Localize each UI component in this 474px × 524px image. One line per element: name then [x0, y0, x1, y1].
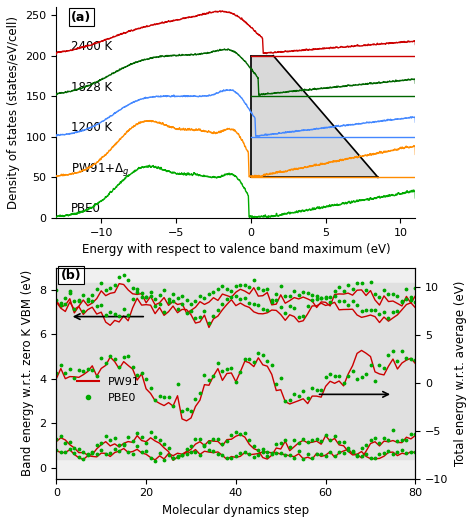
- Text: 1200 K: 1200 K: [71, 121, 112, 134]
- Text: 1828 K: 1828 K: [71, 81, 112, 94]
- X-axis label: Energy with respect to valence band maximum (eV): Energy with respect to valence band maxi…: [82, 243, 390, 256]
- Legend: PW91, PBE0: PW91, PBE0: [73, 373, 145, 407]
- Text: 2400 K: 2400 K: [71, 40, 112, 53]
- Bar: [56, 283, 415, 459]
- Text: (a): (a): [71, 11, 91, 24]
- Text: (b): (b): [61, 269, 82, 282]
- Text: PBE0: PBE0: [71, 202, 101, 215]
- Y-axis label: Band energy w.r.t. zero K VBM (eV): Band energy w.r.t. zero K VBM (eV): [21, 270, 34, 476]
- Text: PW91+$\Delta_g$: PW91+$\Delta_g$: [71, 161, 130, 178]
- Y-axis label: Total energy w.r.t. average (eV): Total energy w.r.t. average (eV): [454, 280, 467, 466]
- X-axis label: Molecular dynamics step: Molecular dynamics step: [162, 504, 310, 517]
- Y-axis label: Density of states (states/eV/cell): Density of states (states/eV/cell): [7, 16, 20, 209]
- Polygon shape: [251, 56, 378, 178]
